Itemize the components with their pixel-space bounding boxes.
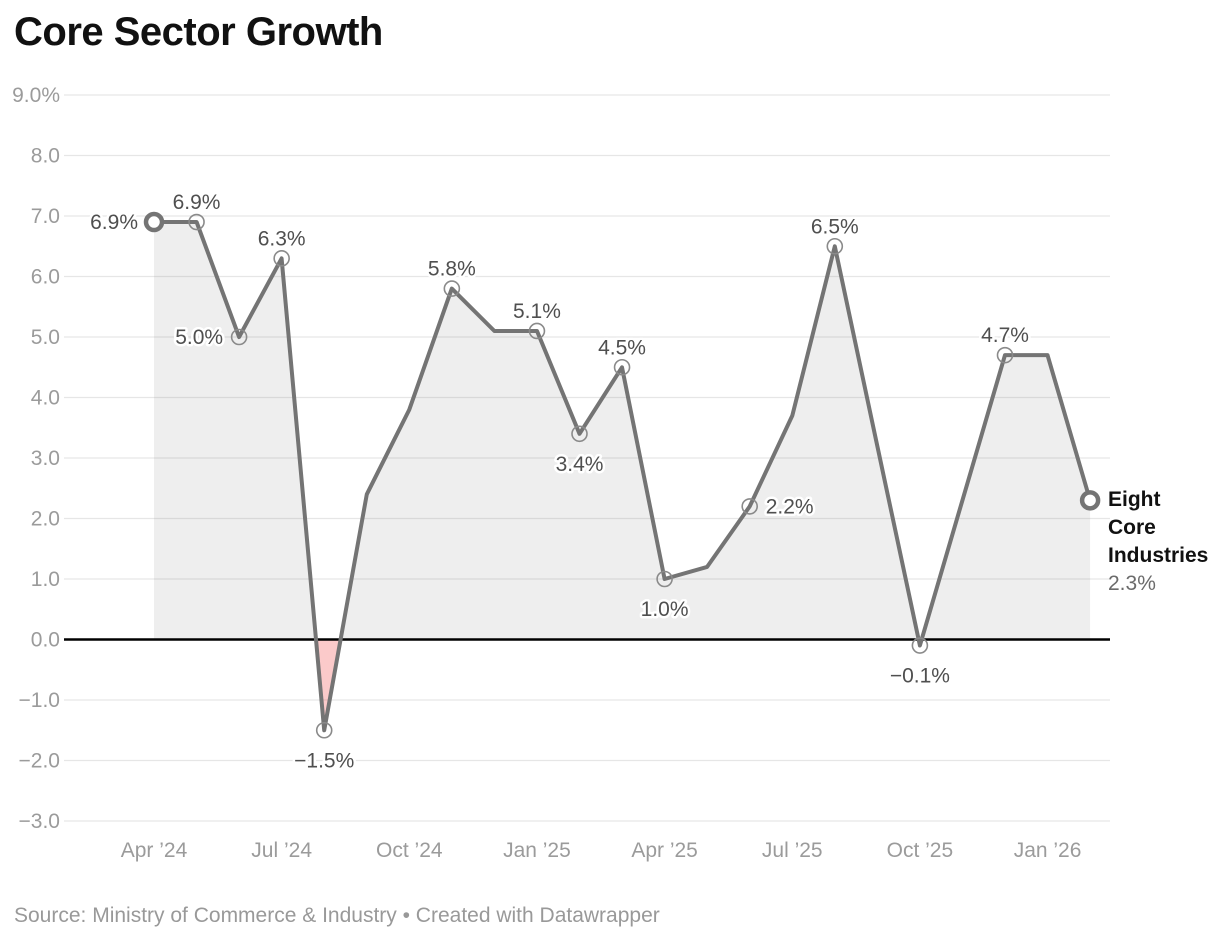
y-tick-label: 4.0 <box>31 387 60 410</box>
data-point-marker <box>571 425 588 443</box>
data-point-marker-emphasis <box>1079 490 1101 511</box>
data-point-label: 2.2% <box>766 495 814 518</box>
data-point-label: 5.0% <box>175 326 223 349</box>
x-tick-label: Jul ’25 <box>762 839 823 862</box>
y-tick-label: −3.0 <box>19 810 60 833</box>
data-point-label: 6.3% <box>258 227 306 250</box>
data-point-label: −0.1% <box>890 665 950 688</box>
x-tick-label: Jan ’25 <box>503 839 571 862</box>
y-tick-label: 7.0 <box>31 205 60 228</box>
y-tick-label: 0.0 <box>31 629 60 652</box>
y-axis-labels: 9.0% 8.0 7.0 6.0 5.0 4.0 3.0 2.0 1.0 0.0 −1.0 −2.0 −… <box>12 84 60 833</box>
y-tick-label: −2.0 <box>19 750 60 773</box>
series-end-value: 2.3% <box>1108 572 1156 595</box>
data-point-marker-emphasis <box>143 211 165 233</box>
data-point-marker <box>911 637 929 654</box>
data-point-label: 5.8% <box>428 258 476 281</box>
x-tick-label: Oct ’24 <box>376 839 443 862</box>
data-point-marker <box>656 570 673 588</box>
y-tick-label: 9.0% <box>12 84 60 107</box>
y-tick-label: 1.0 <box>31 568 60 591</box>
data-point-marker <box>528 322 546 340</box>
data-point-marker <box>230 328 248 346</box>
data-point-marker <box>741 498 759 515</box>
y-tick-label: 2.0 <box>31 508 60 531</box>
data-point-markers <box>143 211 1101 739</box>
data-point-marker <box>443 280 461 297</box>
y-tick-label: 8.0 <box>31 145 60 168</box>
data-point-marker <box>273 250 290 267</box>
y-tick-label: 6.0 <box>31 266 60 289</box>
y-tick-label: 3.0 <box>31 447 60 470</box>
data-point-label: 3.4% <box>556 453 604 476</box>
data-point-marker <box>188 213 205 231</box>
data-point-label: 6.9% <box>173 191 221 214</box>
chart-title: Core Sector Growth <box>14 10 383 54</box>
area-fill-positive <box>154 222 1091 640</box>
data-point-label: −1.5% <box>294 749 354 772</box>
series-label: Eight Core Industries <box>1108 488 1209 567</box>
data-point-label: 5.1% <box>513 300 561 323</box>
data-point-labels: 6.9% 6.9% 5.0% 6.3% −1.5% 5.8% 5.1% 3.4% 4.5% 1.0… <box>88 189 1032 775</box>
data-point-label: 6.5% <box>811 215 859 238</box>
data-point-label: 6.9% <box>90 211 138 234</box>
x-axis-labels: Apr ’24 Jul ’24 Oct ’24 Jan ’25 Apr ’25 Jul ’… <box>121 839 1082 862</box>
y-gridlines <box>64 94 1110 822</box>
source-footer: Source: Ministry of Commerce & Industry … <box>14 904 660 927</box>
data-point-marker <box>315 721 333 739</box>
data-point-marker <box>996 346 1014 364</box>
x-tick-label: Apr ’24 <box>121 839 188 862</box>
data-point-marker <box>826 237 844 255</box>
series-line <box>152 220 1093 733</box>
data-point-marker <box>613 358 631 376</box>
data-point-label: 1.0% <box>641 598 689 621</box>
x-tick-label: Jul ’24 <box>251 839 312 862</box>
x-tick-label: Apr ’25 <box>631 839 698 862</box>
y-tick-label: 5.0 <box>31 326 60 349</box>
x-tick-label: Jan ’26 <box>1014 839 1082 862</box>
data-point-label: 4.7% <box>981 324 1029 347</box>
y-tick-label: −1.0 <box>19 689 60 712</box>
x-tick-label: Oct ’25 <box>887 839 954 862</box>
data-point-label: 4.5% <box>598 336 646 359</box>
series-end-annotation: Eight Core Industries 2.3% <box>1108 486 1209 598</box>
